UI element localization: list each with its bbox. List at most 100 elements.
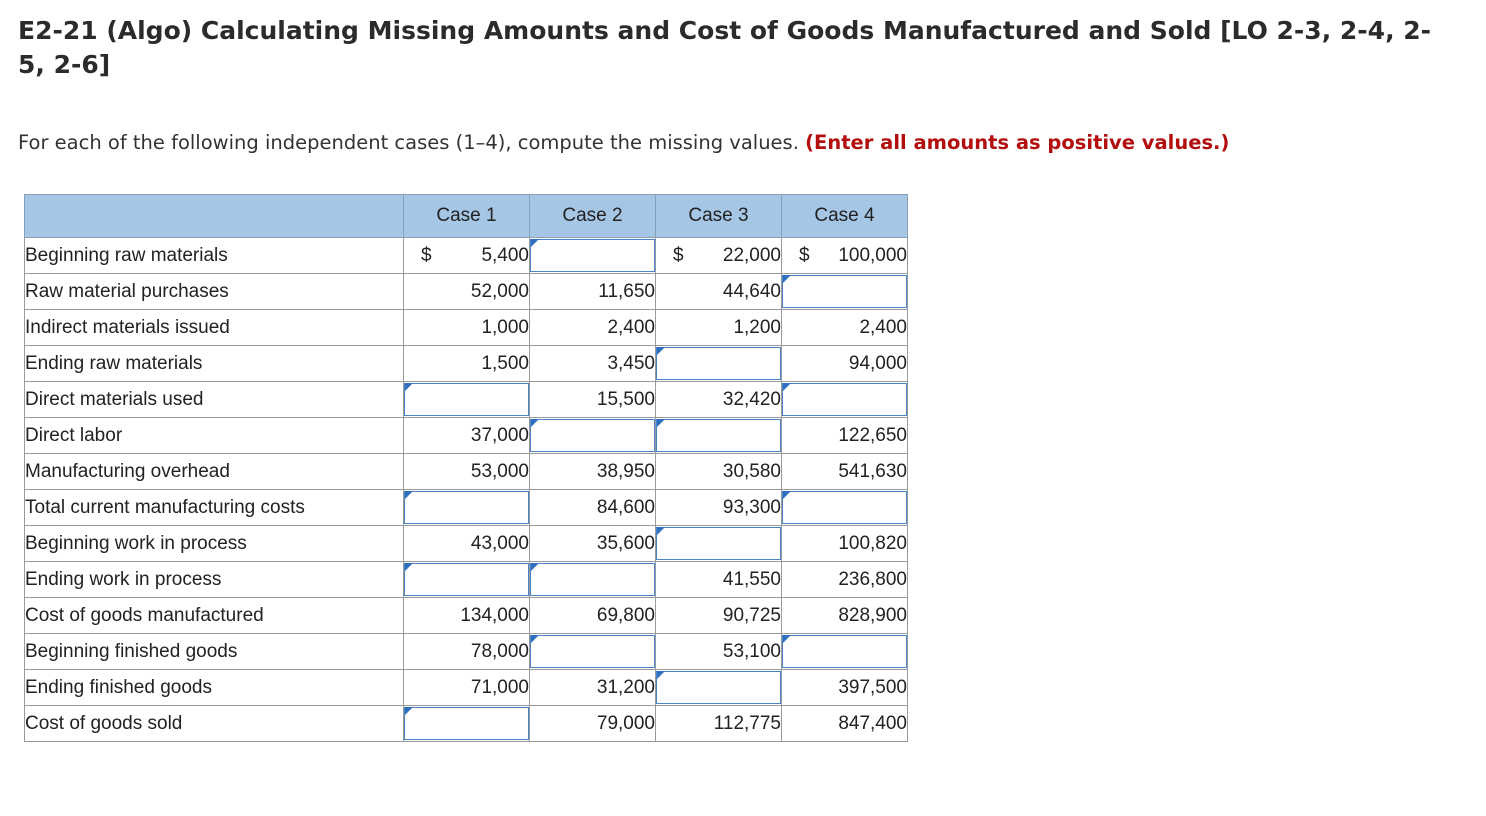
- cell-value: 3,450: [607, 352, 655, 374]
- row-label: Ending raw materials: [24, 345, 404, 382]
- cell-value: 38,950: [596, 460, 655, 482]
- row-label: Total current manufacturing costs: [24, 489, 404, 526]
- row-label: Beginning work in process: [24, 525, 404, 562]
- cell-value: 79,000: [596, 712, 655, 734]
- header-label-cell: [24, 194, 404, 238]
- row-label: Direct materials used: [24, 381, 404, 418]
- answer-input[interactable]: [656, 671, 781, 704]
- value-cell: 69,800: [529, 597, 656, 634]
- cell-value: 41,550: [722, 568, 781, 590]
- answer-input[interactable]: [656, 419, 781, 452]
- value-cell: 122,650: [781, 417, 908, 454]
- cell-value: 100,820: [838, 532, 907, 554]
- value-cell: 541,630: [781, 453, 908, 490]
- dollar-sign: $: [673, 244, 684, 266]
- value-cell: 41,550: [655, 561, 782, 598]
- table-row: Direct labor 37,000 122,650: [24, 417, 908, 454]
- cell-value: 84,600: [596, 496, 655, 518]
- cell-value: 52,000: [470, 280, 529, 302]
- row-label: Beginning finished goods: [24, 633, 404, 670]
- value-cell: 397,500: [781, 669, 908, 706]
- value-cell: 44,640: [655, 273, 782, 310]
- value-cell: 94,000: [781, 345, 908, 382]
- answer-input[interactable]: [782, 275, 907, 308]
- value-cell: 31,200: [529, 669, 656, 706]
- answer-input[interactable]: [404, 707, 529, 740]
- answer-cell: [781, 489, 908, 526]
- dollar-sign: $: [421, 244, 432, 266]
- cell-value: 93,300: [722, 496, 781, 518]
- table-row: Indirect materials issued 1,000 2,400 1,200…: [24, 309, 908, 346]
- value-cell: 11,650: [529, 273, 656, 310]
- answer-cell: [403, 705, 530, 742]
- answer-input[interactable]: [782, 491, 907, 524]
- value-cell: 53,100: [655, 633, 782, 670]
- value-cell: 93,300: [655, 489, 782, 526]
- value-cell: 1,200: [655, 309, 782, 346]
- answer-cell: [403, 561, 530, 598]
- cell-value: 44,640: [722, 280, 781, 302]
- answer-cell: [529, 417, 656, 454]
- value-cell: 71,000: [403, 669, 530, 706]
- cell-value: 1,000: [481, 316, 529, 338]
- cell-value: 397,500: [838, 676, 907, 698]
- row-label: Raw material purchases: [24, 273, 404, 310]
- value-cell: $100,000: [781, 237, 908, 274]
- cell-value: 78,000: [470, 640, 529, 662]
- cell-value: 22,000: [722, 244, 781, 266]
- table-row: Total current manufacturing costs 84,600 9…: [24, 489, 908, 526]
- answer-input[interactable]: [530, 635, 655, 668]
- value-cell: 90,725: [655, 597, 782, 634]
- answer-cell: [781, 273, 908, 310]
- answer-cell: [529, 633, 656, 670]
- value-cell: 84,600: [529, 489, 656, 526]
- instructions-text: For each of the following independent ca…: [18, 131, 799, 154]
- value-cell: 100,820: [781, 525, 908, 562]
- instructions: For each of the following independent ca…: [18, 129, 1229, 157]
- cell-value: 43,000: [470, 532, 529, 554]
- table-row: Ending work in process 41,550 236,800: [24, 561, 908, 598]
- table-row: Direct materials used 15,500 32,420: [24, 381, 908, 418]
- answer-input[interactable]: [782, 635, 907, 668]
- cell-value: 5,400: [481, 244, 529, 266]
- cell-value: 32,420: [722, 388, 781, 410]
- answer-input[interactable]: [656, 527, 781, 560]
- answer-input[interactable]: [530, 239, 655, 272]
- cell-value: 100,000: [838, 244, 907, 266]
- value-cell: 2,400: [781, 309, 908, 346]
- answer-cell: [403, 381, 530, 418]
- answer-input[interactable]: [404, 491, 529, 524]
- answer-input[interactable]: [782, 383, 907, 416]
- cell-value: 1,200: [733, 316, 781, 338]
- cell-value: 35,600: [596, 532, 655, 554]
- cell-value: 236,800: [838, 568, 907, 590]
- value-cell: 15,500: [529, 381, 656, 418]
- table-body: Beginning raw materials $5,400 $22,000 $100…: [24, 237, 908, 742]
- problem-title: E2-21 (Algo) Calculating Missing Amounts…: [18, 16, 1432, 79]
- value-cell: 2,400: [529, 309, 656, 346]
- row-label: Beginning raw materials: [24, 237, 404, 274]
- row-label: Indirect materials issued: [24, 309, 404, 346]
- answer-input[interactable]: [656, 347, 781, 380]
- column-header: Case 1: [403, 194, 530, 238]
- value-cell: 30,580: [655, 453, 782, 490]
- value-cell: 52,000: [403, 273, 530, 310]
- value-cell: 828,900: [781, 597, 908, 634]
- value-cell: $5,400: [403, 237, 530, 274]
- cell-value: 112,775: [713, 712, 781, 734]
- cases-table: Case 1 Case 2 Case 3 Case 4 Beginning ra…: [24, 194, 908, 742]
- row-label: Manufacturing overhead: [24, 453, 404, 490]
- cell-value: 122,650: [838, 424, 907, 446]
- cell-value: 134,000: [460, 604, 529, 626]
- column-header: Case 2: [529, 194, 656, 238]
- answer-input[interactable]: [404, 563, 529, 596]
- cell-value: 2,400: [607, 316, 655, 338]
- answer-input[interactable]: [530, 419, 655, 452]
- value-cell: 38,950: [529, 453, 656, 490]
- answer-input[interactable]: [530, 563, 655, 596]
- value-cell: 37,000: [403, 417, 530, 454]
- cell-value: 1,500: [481, 352, 529, 374]
- row-label: Ending work in process: [24, 561, 404, 598]
- answer-input[interactable]: [404, 383, 529, 416]
- cell-value: 53,000: [470, 460, 529, 482]
